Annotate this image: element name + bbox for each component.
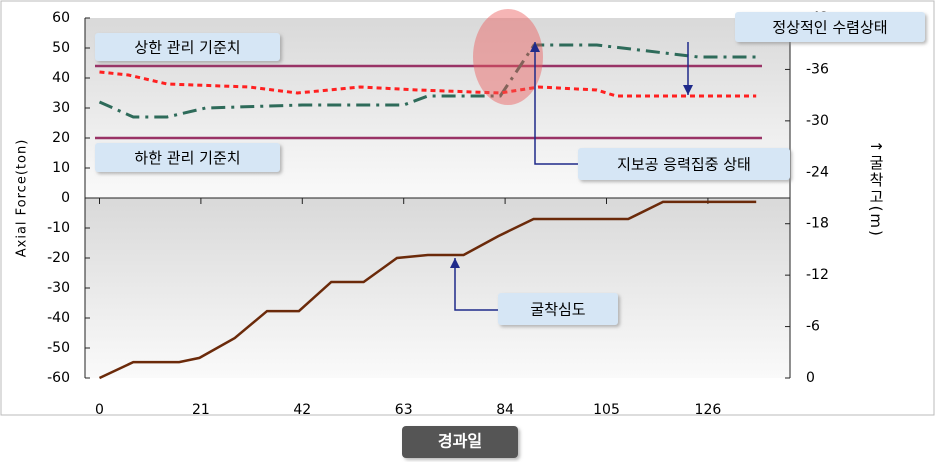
y-tick-label: 20	[52, 130, 70, 146]
x-tick-label: 63	[395, 402, 413, 418]
y-tick-label: -10	[47, 220, 70, 236]
annotation: 굴착심도	[530, 301, 585, 319]
y2-tick-label: -18	[806, 216, 829, 232]
arrow	[454, 258, 500, 311]
y-tick-label: 60	[52, 10, 70, 26]
annotation: 지보공 응력집중 상태	[617, 156, 751, 174]
arrow-head	[530, 42, 540, 52]
y-tick-label: -30	[47, 280, 70, 296]
lower-panel	[85, 198, 790, 378]
y2-tick-label: -24	[806, 164, 829, 180]
x-tick-label: 0	[95, 402, 104, 418]
y-tick-label: 0	[61, 190, 70, 206]
y-tick-label: -60	[47, 370, 70, 386]
y2-tick-label: -30	[806, 113, 829, 129]
x-title-box	[402, 426, 518, 458]
x-tick-label: 126	[695, 402, 722, 418]
x-tick-label: 105	[593, 402, 620, 418]
reference-label: 상한 관리 기준치	[134, 39, 240, 57]
y-axis-title: Axial Force(ton)	[15, 139, 30, 258]
y-tick-label: 40	[52, 70, 70, 86]
reference-label-box	[95, 33, 280, 61]
highlight	[473, 9, 543, 105]
annotation-box	[735, 12, 925, 42]
y2-tick-label: -12	[806, 267, 829, 283]
x-tick-label: 42	[293, 402, 311, 418]
y-tick-label: 10	[52, 160, 70, 176]
y-tick-label: -40	[47, 310, 70, 326]
y2-tick-label: -36	[806, 61, 829, 77]
annotation-box	[578, 148, 790, 180]
arrow	[534, 42, 580, 165]
x-tick-label: 84	[496, 402, 514, 418]
reference-label-box	[95, 143, 280, 172]
x-tick-label: 21	[192, 402, 210, 418]
y2-axis-title: ↑굴착고(m)	[867, 140, 885, 238]
line-series	[98, 200, 757, 380]
y-tick-label: -20	[47, 250, 70, 266]
line-series	[99, 70, 757, 98]
annotation: 정상적인 수렴상태	[772, 19, 887, 37]
y-tick-label: -50	[47, 340, 70, 356]
arrow-head	[683, 85, 693, 95]
reference-label: 하한 관리 기준치	[134, 149, 240, 167]
y-tick-label: 30	[52, 100, 70, 116]
x-axis-title: 경과일	[438, 432, 482, 451]
line-series	[98, 43, 757, 119]
annotation-box	[498, 293, 618, 325]
arrow-head	[450, 258, 460, 268]
y2-tick-label: -6	[806, 319, 820, 335]
y2-tick-label: 0	[806, 370, 815, 386]
y-tick-label: 50	[52, 40, 70, 56]
